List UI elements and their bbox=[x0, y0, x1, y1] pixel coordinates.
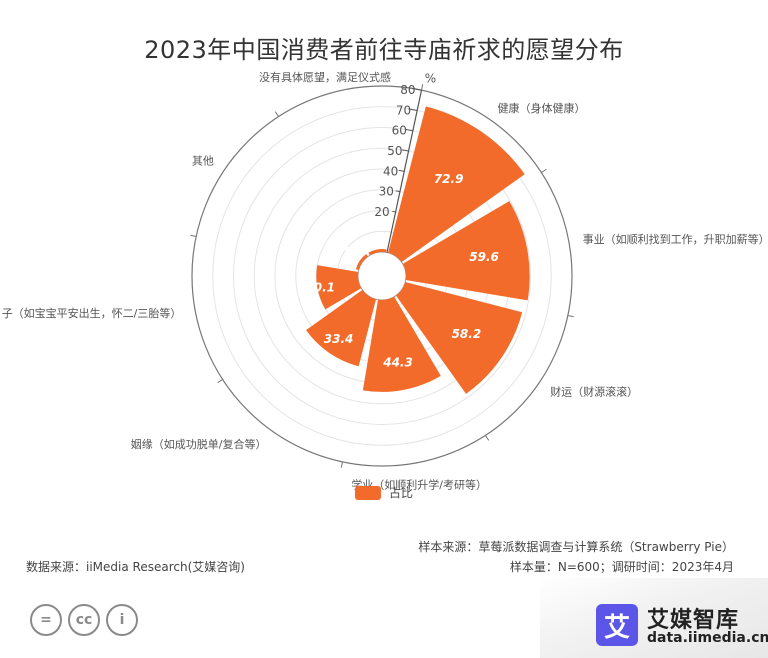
sample-source-note: 样本来源：草莓派数据调查与计算系统（Strawberry Pie） bbox=[418, 540, 734, 554]
radial-tick-label: 80 bbox=[400, 83, 415, 97]
category-label: 财运（财源滚滚） bbox=[550, 385, 638, 399]
brand-url: data.iimedia.cn bbox=[647, 630, 768, 646]
category-tick bbox=[274, 111, 279, 117]
radial-axis: 20 30 40 50 60 70 80% bbox=[374, 71, 436, 253]
person-icon: i bbox=[106, 604, 138, 636]
polar-bar-chart: 20 30 40 50 60 70 80% 健康（身体健康） 事业（如顺利找到工作，升职加薪等… bbox=[2, 70, 768, 491]
radial-tick bbox=[408, 108, 418, 111]
category-tick bbox=[217, 379, 223, 384]
value-labels: 72.9 59.6 58.2 44.3 33.4 20.1 0.4 1.1 bbox=[305, 172, 499, 369]
data-label: 44.3 bbox=[382, 355, 413, 369]
data-label: 1.1 bbox=[362, 218, 383, 232]
radial-tick bbox=[398, 169, 405, 172]
grid-ring bbox=[212, 106, 552, 446]
bar-segment[interactable] bbox=[395, 282, 523, 394]
data-label: 20.1 bbox=[305, 280, 335, 294]
data-label: 72.9 bbox=[434, 172, 464, 186]
bars bbox=[306, 106, 530, 394]
bar-segment[interactable] bbox=[368, 249, 387, 256]
brand-logo-icon: 艾 bbox=[596, 604, 638, 646]
radial-tick-label: 50 bbox=[387, 144, 402, 158]
legend-label: 占比 bbox=[389, 486, 414, 500]
bar-segment[interactable] bbox=[402, 201, 530, 301]
category-labels: 健康（身体健康） 事业（如顺利找到工作，升职加薪等） 财运（财源滚滚） 学业（如顺利升… bbox=[2, 70, 768, 491]
data-source-note: 数据来源：iiMedia Research(艾媒咨询) bbox=[26, 560, 245, 574]
bar-segment[interactable] bbox=[388, 106, 525, 263]
equals-icon: = bbox=[30, 604, 62, 636]
radial-unit-label: % bbox=[425, 71, 436, 85]
radial-tick-label: 60 bbox=[392, 124, 407, 138]
bar-segment[interactable] bbox=[306, 289, 376, 367]
radial-tick bbox=[392, 210, 396, 213]
data-label: 0.4 bbox=[329, 240, 350, 254]
category-label: 子（如宝宝平安出生，怀二/三胎等） bbox=[2, 306, 182, 320]
radial-tick-label: 40 bbox=[383, 164, 398, 178]
bar-segment[interactable] bbox=[316, 265, 362, 310]
outer-ring bbox=[191, 85, 573, 467]
radial-tick-label: 70 bbox=[396, 103, 411, 117]
category-label: 学业（如顺利升学/考研等） bbox=[351, 478, 487, 492]
radial-tick-label: 20 bbox=[374, 205, 389, 219]
category-tick bbox=[340, 461, 343, 468]
data-label: 58.2 bbox=[452, 327, 482, 341]
creative-commons-badges: = cc i bbox=[30, 604, 138, 636]
inner-ring bbox=[357, 251, 407, 301]
category-label: 事业（如顺利找到工作，升职加薪等） bbox=[583, 232, 768, 246]
chart-title: 2023年中国消费者前往寺庙祈求的愿望分布 bbox=[144, 36, 624, 64]
radial-tick-label: 30 bbox=[379, 185, 394, 199]
category-label: 没有具体愿望，满足仪式感 bbox=[259, 70, 391, 84]
data-label: 59.6 bbox=[469, 250, 499, 264]
category-label: 姻缘（如成功脱单/复合等） bbox=[131, 437, 267, 451]
brand-name: 艾媒智库 bbox=[647, 608, 740, 633]
brand-background bbox=[540, 578, 768, 658]
bar-segment[interactable] bbox=[355, 254, 369, 270]
category-tick bbox=[190, 234, 197, 237]
radial-tick bbox=[401, 149, 409, 152]
legend-swatch bbox=[355, 485, 381, 500]
sample-size-note: 样本量：N=600；调研时间：2023年4月 bbox=[509, 560, 734, 574]
bar-segment[interactable] bbox=[362, 296, 441, 392]
radial-tick bbox=[395, 190, 401, 193]
radial-tick bbox=[405, 128, 413, 132]
radial-grid bbox=[190, 84, 574, 468]
category-label: 健康（身体健康） bbox=[498, 101, 586, 115]
category-tick bbox=[567, 315, 574, 318]
data-label: 33.4 bbox=[324, 332, 354, 346]
category-tick bbox=[421, 84, 424, 91]
grid-ring bbox=[233, 127, 531, 425]
radial-tick bbox=[411, 87, 422, 91]
category-label: 其他 bbox=[192, 154, 214, 167]
legend[interactable]: 占比 bbox=[355, 484, 413, 501]
category-tick bbox=[485, 435, 490, 441]
category-tick bbox=[541, 168, 547, 173]
cc-icon: cc bbox=[68, 604, 100, 636]
